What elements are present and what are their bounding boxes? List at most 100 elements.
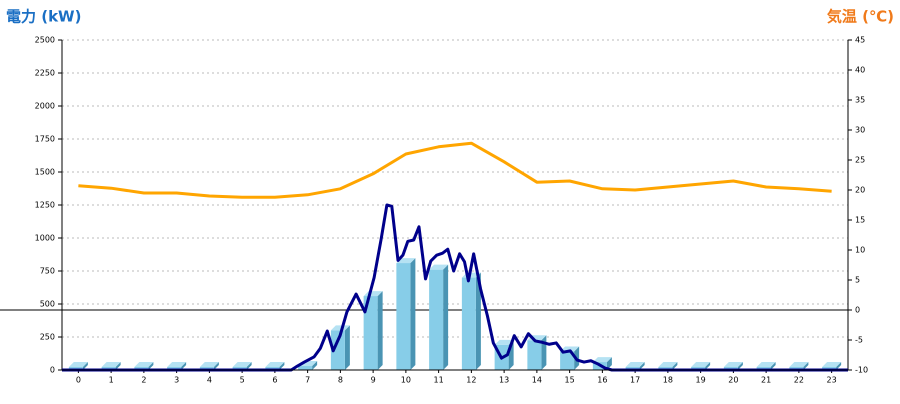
bar-side [115,362,121,370]
y2-tick-label: 20 [855,186,865,195]
y2-tick-label: 0 [855,306,860,315]
y2-tick-label: 5 [855,276,860,285]
bar-side [148,362,154,370]
bar-side [82,362,88,370]
x-tick-label: 18 [663,376,673,385]
x-tick-label: 3 [174,376,179,385]
bar-side [410,258,416,370]
bar-side [246,362,252,370]
bar-top [134,362,154,367]
bar-side [475,272,481,370]
bar-top [592,357,612,363]
x-tick-label: 6 [272,376,277,385]
bar-side [803,362,809,370]
y2-tick-label: 35 [855,96,865,105]
bar-side [344,325,350,370]
y2-tick-label: 40 [855,66,865,75]
x-tick-label: 22 [794,376,804,385]
bar-top [396,258,416,264]
bar-side [377,291,383,370]
bar-top [560,346,580,352]
y2-tick-label: 30 [855,126,865,135]
bar-top [822,362,842,367]
y-axis-title: 電力 (kW) [6,8,81,26]
bar-top [330,325,350,331]
x-tick-label: 19 [696,376,706,385]
bar-top [199,362,219,367]
bar-top [167,362,187,367]
bar-top [625,362,645,367]
bar-side [606,357,612,370]
bar-side [181,362,187,370]
y2-tick-label: 15 [855,216,865,225]
bar [330,330,345,370]
x-tick-label: 10 [401,376,411,385]
bar-side [705,362,711,370]
x-tick-label: 12 [466,376,476,385]
y-tick-label: 1000 [35,234,55,243]
y-tick-label: 1750 [35,135,55,144]
x-tick-label: 9 [371,376,376,385]
bar-top [723,362,743,367]
bar-side [312,361,318,370]
x-tick-label: 20 [728,376,738,385]
y2-tick-label: -5 [855,336,863,345]
bar [363,296,378,370]
bar [298,366,313,370]
bar-top [265,362,285,367]
y-tick-label: 2500 [35,36,55,45]
x-tick-label: 8 [338,376,343,385]
y-tick-label: 500 [40,300,55,309]
bar-side [541,335,547,370]
y-tick-label: 0 [50,366,55,375]
bar [527,340,542,370]
y2-tick-label: 25 [855,156,865,165]
y-tick-label: 250 [40,333,55,342]
bar-side [737,362,743,370]
bar-side [836,362,842,370]
line [78,141,832,199]
bar-top [658,362,678,367]
bar [396,263,411,370]
x-tick-label: 5 [240,376,245,385]
bar-top [691,362,711,367]
x-tick-label: 21 [761,376,771,385]
bar-top [232,362,252,367]
bar-top [756,362,776,367]
x-tick-label: 15 [565,376,575,385]
x-tick-label: 17 [630,376,640,385]
bar-top [429,264,449,270]
bar [429,269,444,370]
bar [461,277,476,370]
x-tick-label: 23 [827,376,837,385]
x-tick-label: 1 [109,376,114,385]
bar-side [672,362,678,370]
x-tick-label: 7 [305,376,310,385]
y-tick-label: 750 [40,267,55,276]
bar-side [770,362,776,370]
x-tick-label: 14 [532,376,542,385]
y2-tick-label: 45 [855,36,865,45]
bar-top [789,362,809,367]
x-tick-label: 4 [207,376,212,385]
bar-side [443,264,449,370]
y-tick-label: 1500 [35,168,55,177]
x-tick-label: 0 [76,376,81,385]
y-tick-label: 2000 [35,102,55,111]
bar-top [101,362,121,367]
x-tick-label: 2 [141,376,146,385]
bar-top [494,339,514,345]
y-tick-label: 1250 [35,201,55,210]
x-tick-label: 11 [434,376,444,385]
x-tick-label: 13 [499,376,509,385]
bar-side [279,362,285,370]
y2-axis-title: 気温 (℃) [827,8,894,26]
bar-side [213,362,219,370]
y2-tick-label: -10 [855,366,868,375]
bar [560,351,575,370]
x-tick-label: 16 [597,376,607,385]
bar-top [68,362,88,367]
bar-side [639,362,645,370]
y2-tick-label: 10 [855,246,865,255]
